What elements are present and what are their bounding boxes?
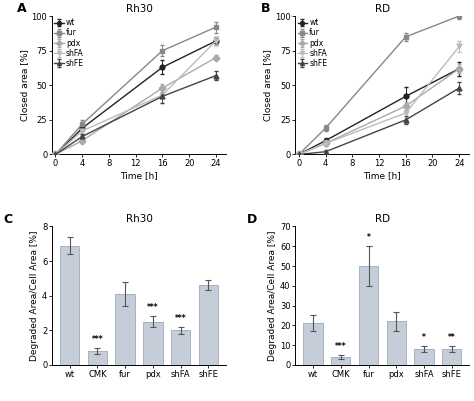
Bar bbox=[171, 330, 191, 365]
Bar bbox=[60, 245, 80, 365]
Title: Rh30: Rh30 bbox=[126, 214, 153, 224]
Title: RD: RD bbox=[375, 214, 390, 224]
Bar bbox=[143, 322, 163, 365]
X-axis label: Time [h]: Time [h] bbox=[364, 171, 401, 180]
Bar bbox=[414, 349, 434, 365]
Bar bbox=[88, 351, 107, 365]
Bar bbox=[442, 349, 461, 365]
Text: ***: *** bbox=[335, 342, 346, 351]
Y-axis label: Degraded Area/Cell Area [%]: Degraded Area/Cell Area [%] bbox=[30, 231, 39, 361]
Bar bbox=[199, 285, 218, 365]
Text: **: ** bbox=[448, 333, 456, 342]
Legend: wt, fur, pdx, shFA, shFE: wt, fur, pdx, shFA, shFE bbox=[54, 18, 85, 69]
Text: C: C bbox=[3, 213, 13, 226]
Text: D: D bbox=[247, 213, 257, 226]
Text: B: B bbox=[261, 2, 270, 15]
Text: ***: *** bbox=[147, 303, 159, 312]
Bar bbox=[331, 357, 350, 365]
Text: ***: *** bbox=[175, 314, 186, 323]
Text: *: * bbox=[422, 333, 426, 342]
Text: ***: *** bbox=[91, 335, 103, 344]
Bar bbox=[359, 266, 378, 365]
Text: A: A bbox=[18, 2, 27, 15]
Bar bbox=[116, 294, 135, 365]
Text: *: * bbox=[366, 233, 371, 242]
Y-axis label: Closed area [%]: Closed area [%] bbox=[20, 49, 29, 121]
X-axis label: Time [h]: Time [h] bbox=[120, 171, 158, 180]
Bar bbox=[386, 321, 406, 365]
Y-axis label: Closed area [%]: Closed area [%] bbox=[263, 49, 272, 121]
Title: RD: RD bbox=[375, 4, 390, 14]
Legend: wt, fur, pdx, shFA, shFE: wt, fur, pdx, shFA, shFE bbox=[297, 18, 328, 69]
Y-axis label: Degraded Area/Cell Area [%]: Degraded Area/Cell Area [%] bbox=[268, 231, 277, 361]
Bar bbox=[303, 323, 323, 365]
Title: Rh30: Rh30 bbox=[126, 4, 153, 14]
